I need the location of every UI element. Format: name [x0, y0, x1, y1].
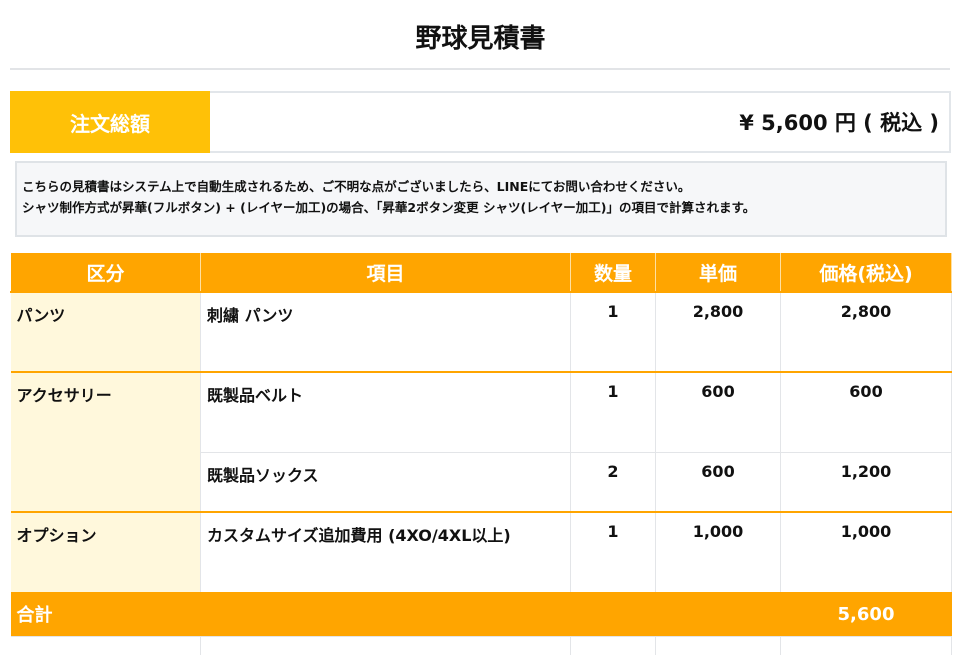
order-total-label: 注文総額 — [10, 91, 210, 153]
row-category: アクセサリー — [11, 372, 201, 512]
table-row: アクセサリー 既製品ベルト 1 600 600 — [11, 372, 952, 452]
row-qty: 2 — [571, 452, 656, 512]
row-qty: 1 — [571, 292, 656, 372]
row-qty: 1 — [571, 512, 656, 592]
row-price: 1,200 — [781, 452, 952, 512]
table-row: オプション カスタムサイズ追加費用 (4XO/4XL以上) 1 1,000 1,… — [11, 512, 952, 592]
row-unit-price: 2,800 — [656, 292, 781, 372]
row-price: 2,800 — [781, 292, 952, 372]
header-unit-price: 単価 — [656, 253, 781, 292]
notice-box: こちらの見積書はシステム上で自動生成されるため、ご不明な点がございましたら、LI… — [15, 161, 947, 237]
estimate-table: 区分 項目 数量 単価 価格(税込) パンツ 刺繍 パンツ 1 2,800 2,… — [10, 253, 952, 655]
sum-value: 5,600 — [781, 592, 952, 637]
row-category: パンツ — [11, 292, 201, 372]
page-title: 野球見積書 — [0, 18, 961, 55]
row-unit-price: 600 — [656, 452, 781, 512]
notice-line: シャツ制作方式が昇華(フルボタン) + (レイヤー加工)の場合、「昇華2ボタン変… — [22, 197, 940, 218]
row-unit-price: 1,000 — [656, 512, 781, 592]
row-item: 既製品ベルト — [201, 372, 571, 452]
row-unit-price: 600 — [656, 372, 781, 452]
row-qty: 1 — [571, 372, 656, 452]
row-item: カスタムサイズ追加費用 (4XO/4XL以上) — [201, 512, 571, 592]
header-price: 価格(税込) — [781, 253, 952, 292]
divider — [10, 68, 950, 70]
header-item: 項目 — [201, 253, 571, 292]
order-total-value: ¥ 5,600 円 ( 税込 ) — [210, 93, 949, 151]
row-item: 刺繍 パンツ — [201, 292, 571, 372]
row-item: 既製品ソックス — [201, 452, 571, 512]
row-price: 600 — [781, 372, 952, 452]
notice-line: こちらの見積書はシステム上で自動生成されるため、ご不明な点がございましたら、LI… — [22, 176, 940, 197]
row-category: オプション — [11, 512, 201, 592]
row-price: 1,000 — [781, 512, 952, 592]
order-total-box: 注文総額 ¥ 5,600 円 ( 税込 ) — [10, 91, 951, 153]
sum-row: 合計 5,600 — [11, 592, 952, 637]
header-category: 区分 — [11, 253, 201, 292]
table-row: パンツ 刺繍 パンツ 1 2,800 2,800 — [11, 292, 952, 372]
header-qty: 数量 — [571, 253, 656, 292]
sum-label: 合計 — [11, 592, 781, 637]
table-header: 区分 項目 数量 単価 価格(税込) — [11, 253, 952, 292]
empty-row — [11, 637, 952, 655]
